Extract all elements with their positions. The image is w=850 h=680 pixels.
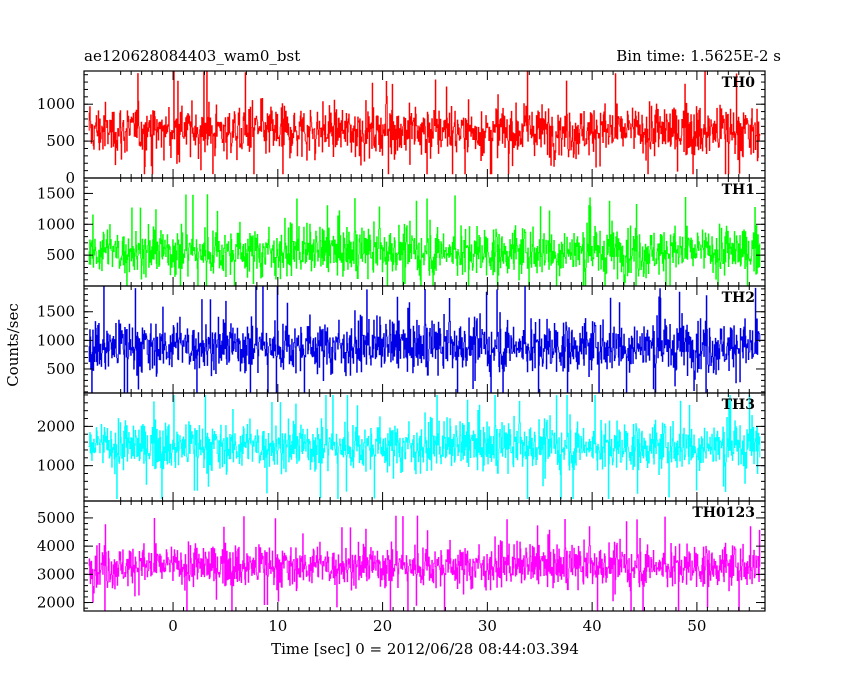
panel-th1: 500 1000 1500 TH1 (37, 177, 766, 287)
y-tick-label: 3000 (37, 565, 75, 583)
y-tick-label: 1000 (37, 457, 75, 475)
x-tick-label: 50 (687, 617, 706, 635)
x-axis-label: Time [sec] 0 = 2012/06/28 08:44:03.394 (271, 640, 579, 658)
y-tick-label: 1000 (37, 95, 75, 113)
panel-label: TH2 (722, 290, 755, 306)
x-tick-label: 30 (478, 617, 497, 635)
y-tick-label: 500 (46, 246, 75, 264)
y-axis-label: Counts/sec (4, 303, 22, 387)
panel-label: TH1 (722, 182, 755, 198)
series-th1 (88, 194, 761, 286)
y-tick-label: 5000 (37, 509, 75, 527)
panels-group: 0 500 1000 TH0 500 1000 1500 TH1 500 1000 1500 TH2 1… (37, 70, 766, 612)
y-tick-label: 500 (46, 132, 75, 150)
x-tick-label: 0 (168, 617, 178, 635)
panel-label: TH0 (722, 75, 756, 91)
series-th2 (88, 286, 761, 393)
y-tick-label: 1000 (37, 331, 75, 349)
y-tick-label: 2000 (37, 594, 75, 612)
x-tick-label: 40 (583, 617, 602, 635)
series-th3 (88, 395, 761, 499)
y-tick-label: 0 (65, 169, 75, 187)
y-tick-label: 1500 (37, 303, 75, 321)
y-tick-label: 4000 (37, 537, 75, 555)
panel-label: TH3 (722, 397, 755, 413)
panel-th3: 1000 2000 TH3 (37, 392, 766, 502)
series-th0 (88, 71, 761, 175)
y-tick-label: 1500 (37, 184, 75, 202)
panel-th0123: 2000 3000 4000 5000 TH0123 (37, 500, 766, 612)
y-tick-label: 1000 (37, 215, 75, 233)
x-tick-label: 10 (268, 617, 287, 635)
panel-label: TH0123 (692, 505, 755, 521)
y-tick-label: 500 (46, 360, 75, 378)
series-th0123 (88, 515, 761, 611)
x-tick-label: 20 (373, 617, 392, 635)
x-axis: 0 10 20 30 40 50 (168, 617, 706, 635)
y-tick-label: 2000 (37, 417, 75, 435)
panel-th2: 500 1000 1500 TH2 (37, 285, 766, 394)
panel-th0: 0 500 1000 TH0 (37, 70, 766, 187)
bin-time-label: Bin time: 1.5625E-2 s (616, 47, 781, 65)
chart-title: ae120628084403_wam0_bst (84, 47, 300, 65)
